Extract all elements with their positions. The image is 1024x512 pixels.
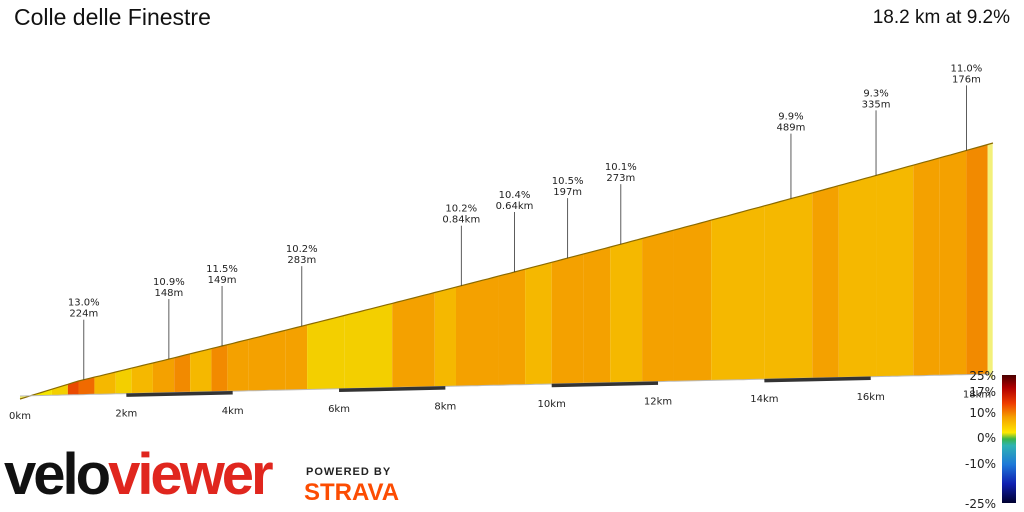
gradient-band — [131, 362, 153, 394]
x-tick-label: 10km — [538, 399, 566, 410]
climb-summary: 18.2 km at 9.2% — [872, 7, 1010, 28]
chart-title: Colle delle Finestre — [14, 4, 211, 30]
strava-logo: STRAVA — [304, 479, 400, 506]
x-axis-ticks: 0km 2km 4km 6km 8km 10km 12km 14km 16km 18km — [9, 389, 991, 422]
gradient-band — [711, 205, 765, 381]
gradient-band — [498, 269, 526, 386]
annotation-length: 0.64km — [496, 201, 534, 212]
gradient-band — [115, 368, 132, 394]
x-tick-label: 14km — [750, 394, 778, 405]
gradient-band — [78, 377, 95, 395]
gradient-band — [939, 150, 967, 376]
annotation-length: 273m — [606, 173, 635, 184]
annotation-gradient: 9.9% — [778, 112, 803, 123]
annotation-length: 176m — [952, 74, 981, 85]
gradient-band — [174, 353, 191, 393]
gradient-band — [525, 262, 552, 385]
legend-label: 0% — [977, 431, 996, 445]
gradient-band — [211, 344, 228, 392]
legend-label: -10% — [965, 457, 996, 471]
annotation-gradient: 9.3% — [863, 88, 888, 99]
gradient-band — [642, 230, 674, 382]
annotation-gradient: 10.5% — [552, 176, 584, 187]
annotation-gradient: 13.0% — [68, 298, 100, 309]
gradient-band — [285, 324, 308, 390]
climb-annotations: 13.0%224m10.9%148m11.5%149m10.2%283m10.2… — [68, 63, 983, 380]
annotation-length: 335m — [862, 99, 891, 110]
km-bar — [126, 390, 233, 397]
km-bars — [126, 376, 871, 397]
annotation-length: 148m — [154, 288, 183, 299]
x-tick-label: 4km — [222, 406, 244, 417]
annotation-gradient: 11.0% — [951, 63, 983, 74]
gradient-band — [344, 303, 393, 389]
logo-text-part2: viewer — [108, 442, 274, 507]
gradient-band — [966, 144, 988, 375]
powered-by-label: POWERED BY — [306, 466, 392, 478]
annotation-length: 149m — [208, 275, 237, 286]
gradient-band — [673, 220, 712, 382]
legend-label: 10% — [969, 406, 996, 420]
x-tick-label: 6km — [328, 404, 350, 415]
annotation-gradient: 10.2% — [286, 244, 318, 255]
annotation-gradient: 10.2% — [445, 204, 477, 215]
x-tick-label: 8km — [434, 401, 456, 412]
km-bar — [338, 386, 446, 393]
gradient-band — [190, 348, 212, 393]
annotation-length: 283m — [287, 255, 316, 266]
gradient-band — [838, 175, 877, 378]
gradient-band — [913, 157, 940, 376]
annotation-gradient: 10.4% — [499, 190, 531, 201]
legend-color-bar — [1002, 375, 1016, 503]
x-tick-label: 0km — [9, 411, 31, 422]
logo-text-part1: velo — [4, 442, 111, 507]
annotation-gradient: 11.5% — [206, 264, 238, 275]
x-tick-label: 2km — [115, 409, 137, 420]
x-tick-label: 12km — [644, 397, 672, 408]
gradient-band — [551, 253, 584, 384]
gradient-band — [812, 185, 839, 379]
km-bar — [764, 376, 871, 383]
annotation-gradient: 10.9% — [153, 277, 185, 288]
x-tick-label: 18km — [963, 389, 991, 400]
gradient-band — [152, 357, 175, 393]
gradient-band — [764, 192, 813, 380]
annotation-length: 197m — [553, 187, 582, 198]
veloviewer-logo: veloviewer — [4, 446, 274, 504]
gradient-legend: 25% 17% 10% 0% -10% -25% — [965, 369, 1016, 511]
gradient-band — [434, 287, 456, 387]
gradient-band — [248, 330, 286, 391]
gradient-band — [67, 380, 79, 395]
gradient-band — [307, 315, 345, 390]
gradient-band — [51, 384, 68, 396]
summit-band — [987, 143, 993, 381]
gradient-band — [876, 165, 914, 377]
gradient-bands — [20, 143, 993, 399]
gradient-band — [455, 276, 499, 387]
annotation-length: 0.84km — [442, 215, 480, 226]
profile-top-line — [19, 142, 994, 400]
gradient-band — [583, 246, 611, 384]
legend-label: 17% — [969, 385, 996, 399]
gradient-band — [227, 339, 249, 392]
annotation-length: 489m — [777, 123, 806, 134]
legend-label: -25% — [965, 497, 996, 511]
gradient-band — [392, 292, 435, 388]
x-tick-label: 16km — [857, 392, 885, 403]
gradient-band — [610, 238, 643, 383]
annotation-length: 224m — [69, 309, 98, 320]
km-bar — [551, 381, 659, 388]
legend-label: 25% — [969, 369, 996, 383]
gradient-band — [94, 372, 116, 395]
annotation-gradient: 10.1% — [605, 162, 637, 173]
